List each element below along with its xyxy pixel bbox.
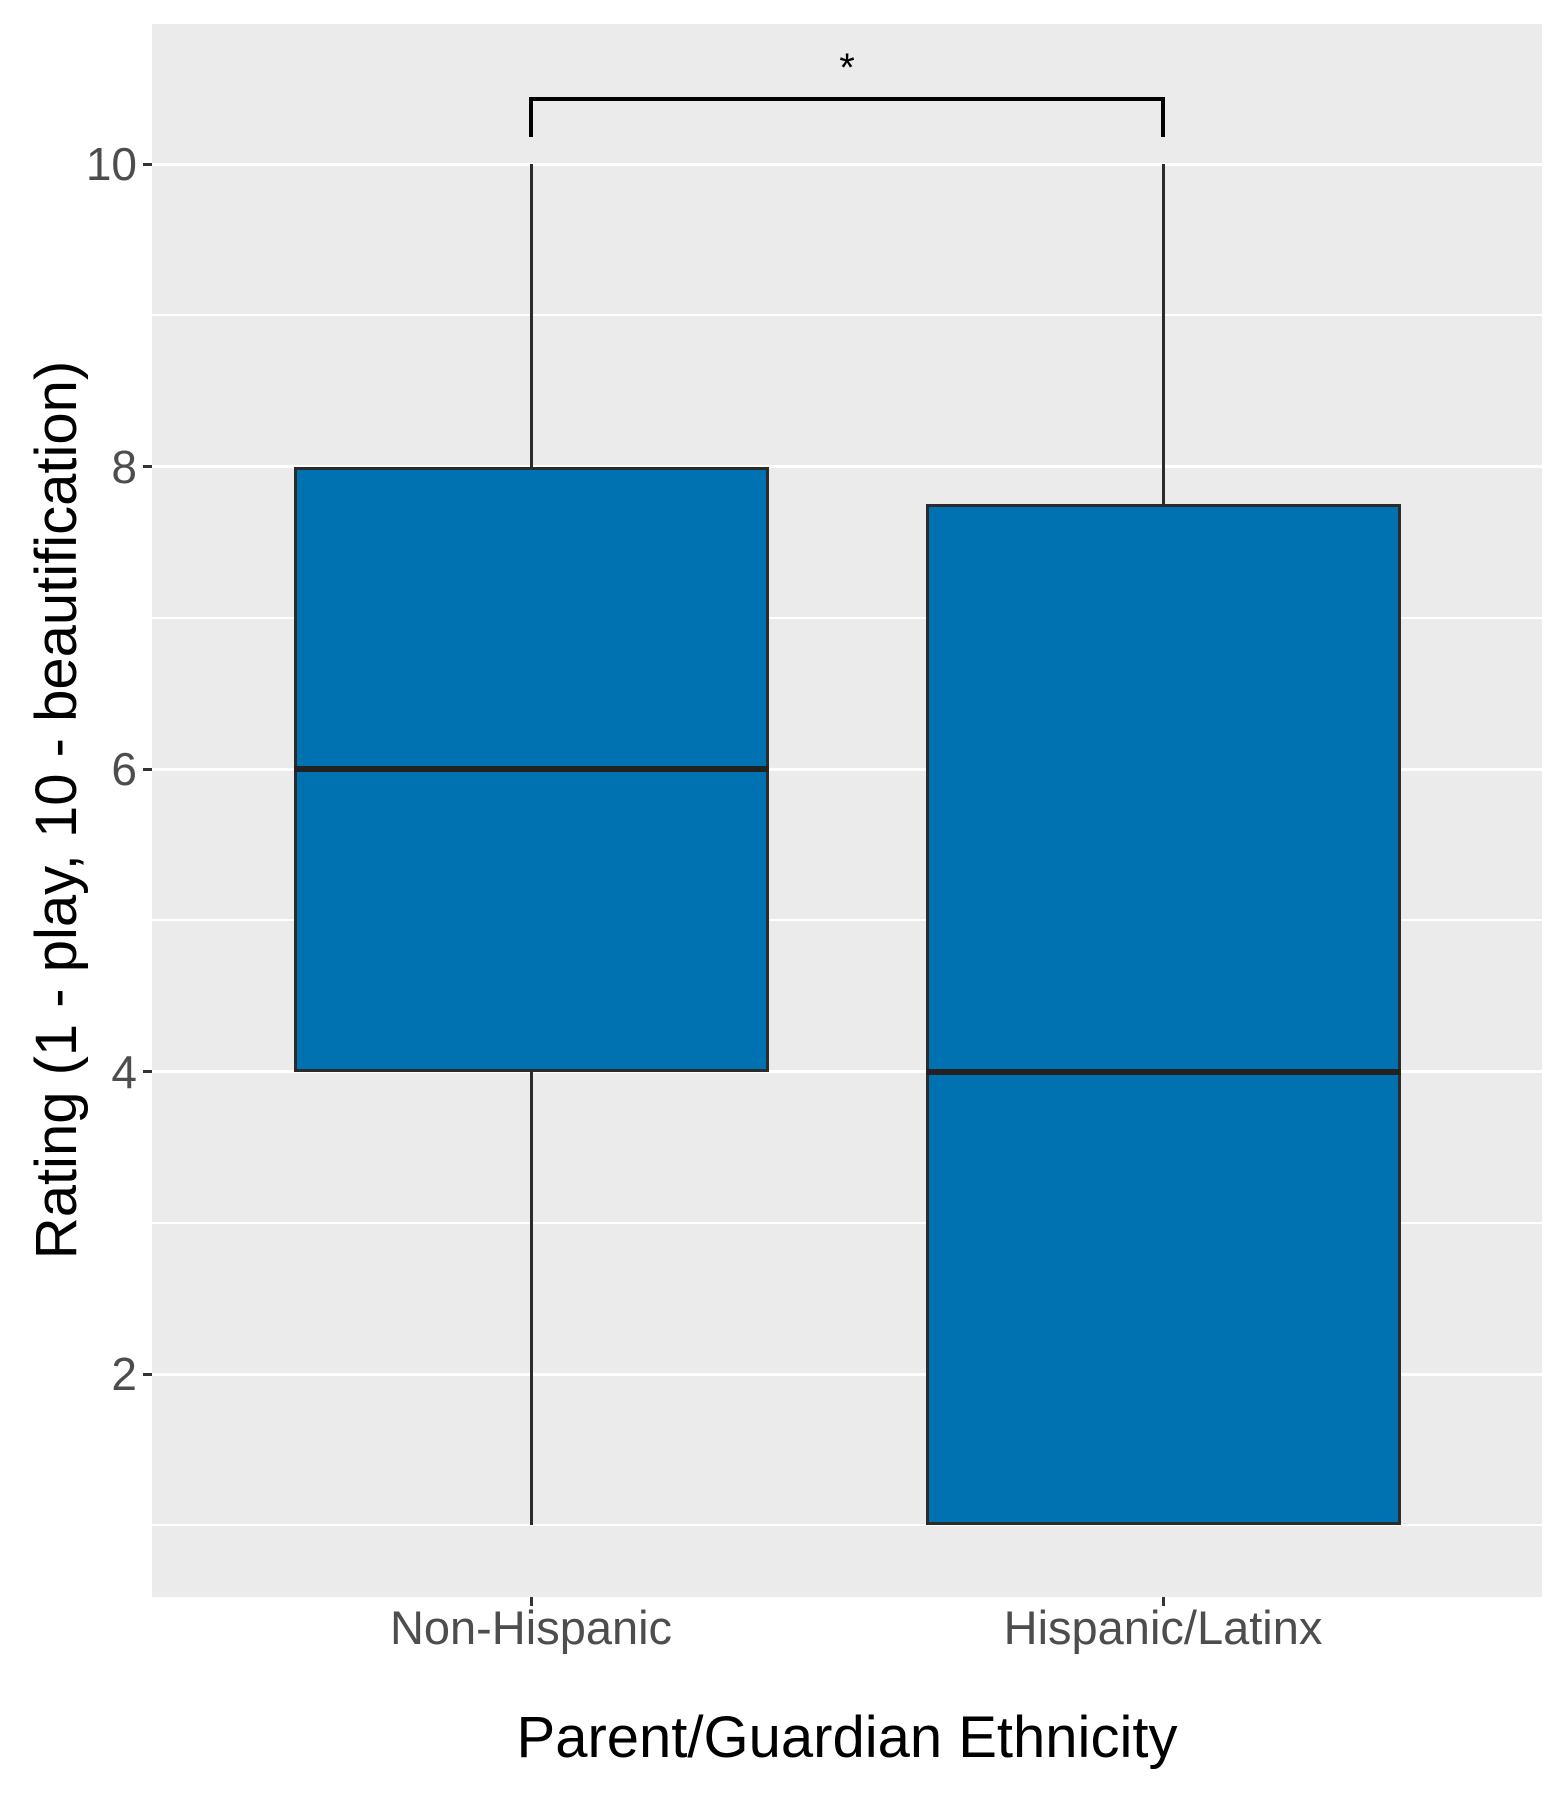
minor-gridline-y7 xyxy=(152,616,1542,619)
y-tick-label-10: 10 xyxy=(85,138,137,190)
minor-gridline-y1 xyxy=(152,1524,1542,1527)
x-tick-mark-1 xyxy=(1161,1597,1165,1606)
y-tick-mark-6 xyxy=(143,767,152,771)
minor-gridline-y5 xyxy=(152,919,1542,922)
y-tick-label-2: 2 xyxy=(111,1348,137,1400)
major-gridline-y6 xyxy=(152,767,1542,771)
lower-whisker-0 xyxy=(529,1071,533,1526)
median-line-0 xyxy=(293,766,769,772)
significance-bracket xyxy=(529,97,1165,137)
minor-gridline-y9 xyxy=(152,314,1542,317)
x-tick-label-1: Hispanic/Latinx xyxy=(1003,1601,1323,1654)
x-axis-title: Parent/Guardian Ethnicity xyxy=(516,1705,1178,1770)
upper-whisker-0 xyxy=(529,164,533,467)
y-tick-mark-8 xyxy=(143,465,152,468)
major-gridline-y8 xyxy=(152,465,1542,468)
y-axis-title: Rating (1 - play, 10 - beautification) xyxy=(24,360,89,1260)
x-tick-label-0: Non-Hispanic xyxy=(389,1601,673,1654)
box-1 xyxy=(925,504,1401,1526)
major-gridline-y10 xyxy=(152,162,1542,166)
minor-gridline-y3 xyxy=(152,1221,1542,1224)
major-gridline-y2 xyxy=(152,1372,1542,1376)
significance-star-label: * xyxy=(839,46,855,91)
y-tick-mark-10 xyxy=(143,162,152,166)
y-tick-label-8: 8 xyxy=(111,440,137,493)
y-tick-mark-4 xyxy=(143,1070,152,1073)
y-tick-label-4: 4 xyxy=(111,1045,137,1098)
x-tick-mark-0 xyxy=(529,1597,533,1606)
major-gridline-y4 xyxy=(152,1070,1542,1073)
median-line-1 xyxy=(925,1068,1401,1075)
y-tick-label-6: 6 xyxy=(111,743,137,795)
y-tick-mark-2 xyxy=(143,1372,152,1376)
upper-whisker-1 xyxy=(1161,164,1165,505)
